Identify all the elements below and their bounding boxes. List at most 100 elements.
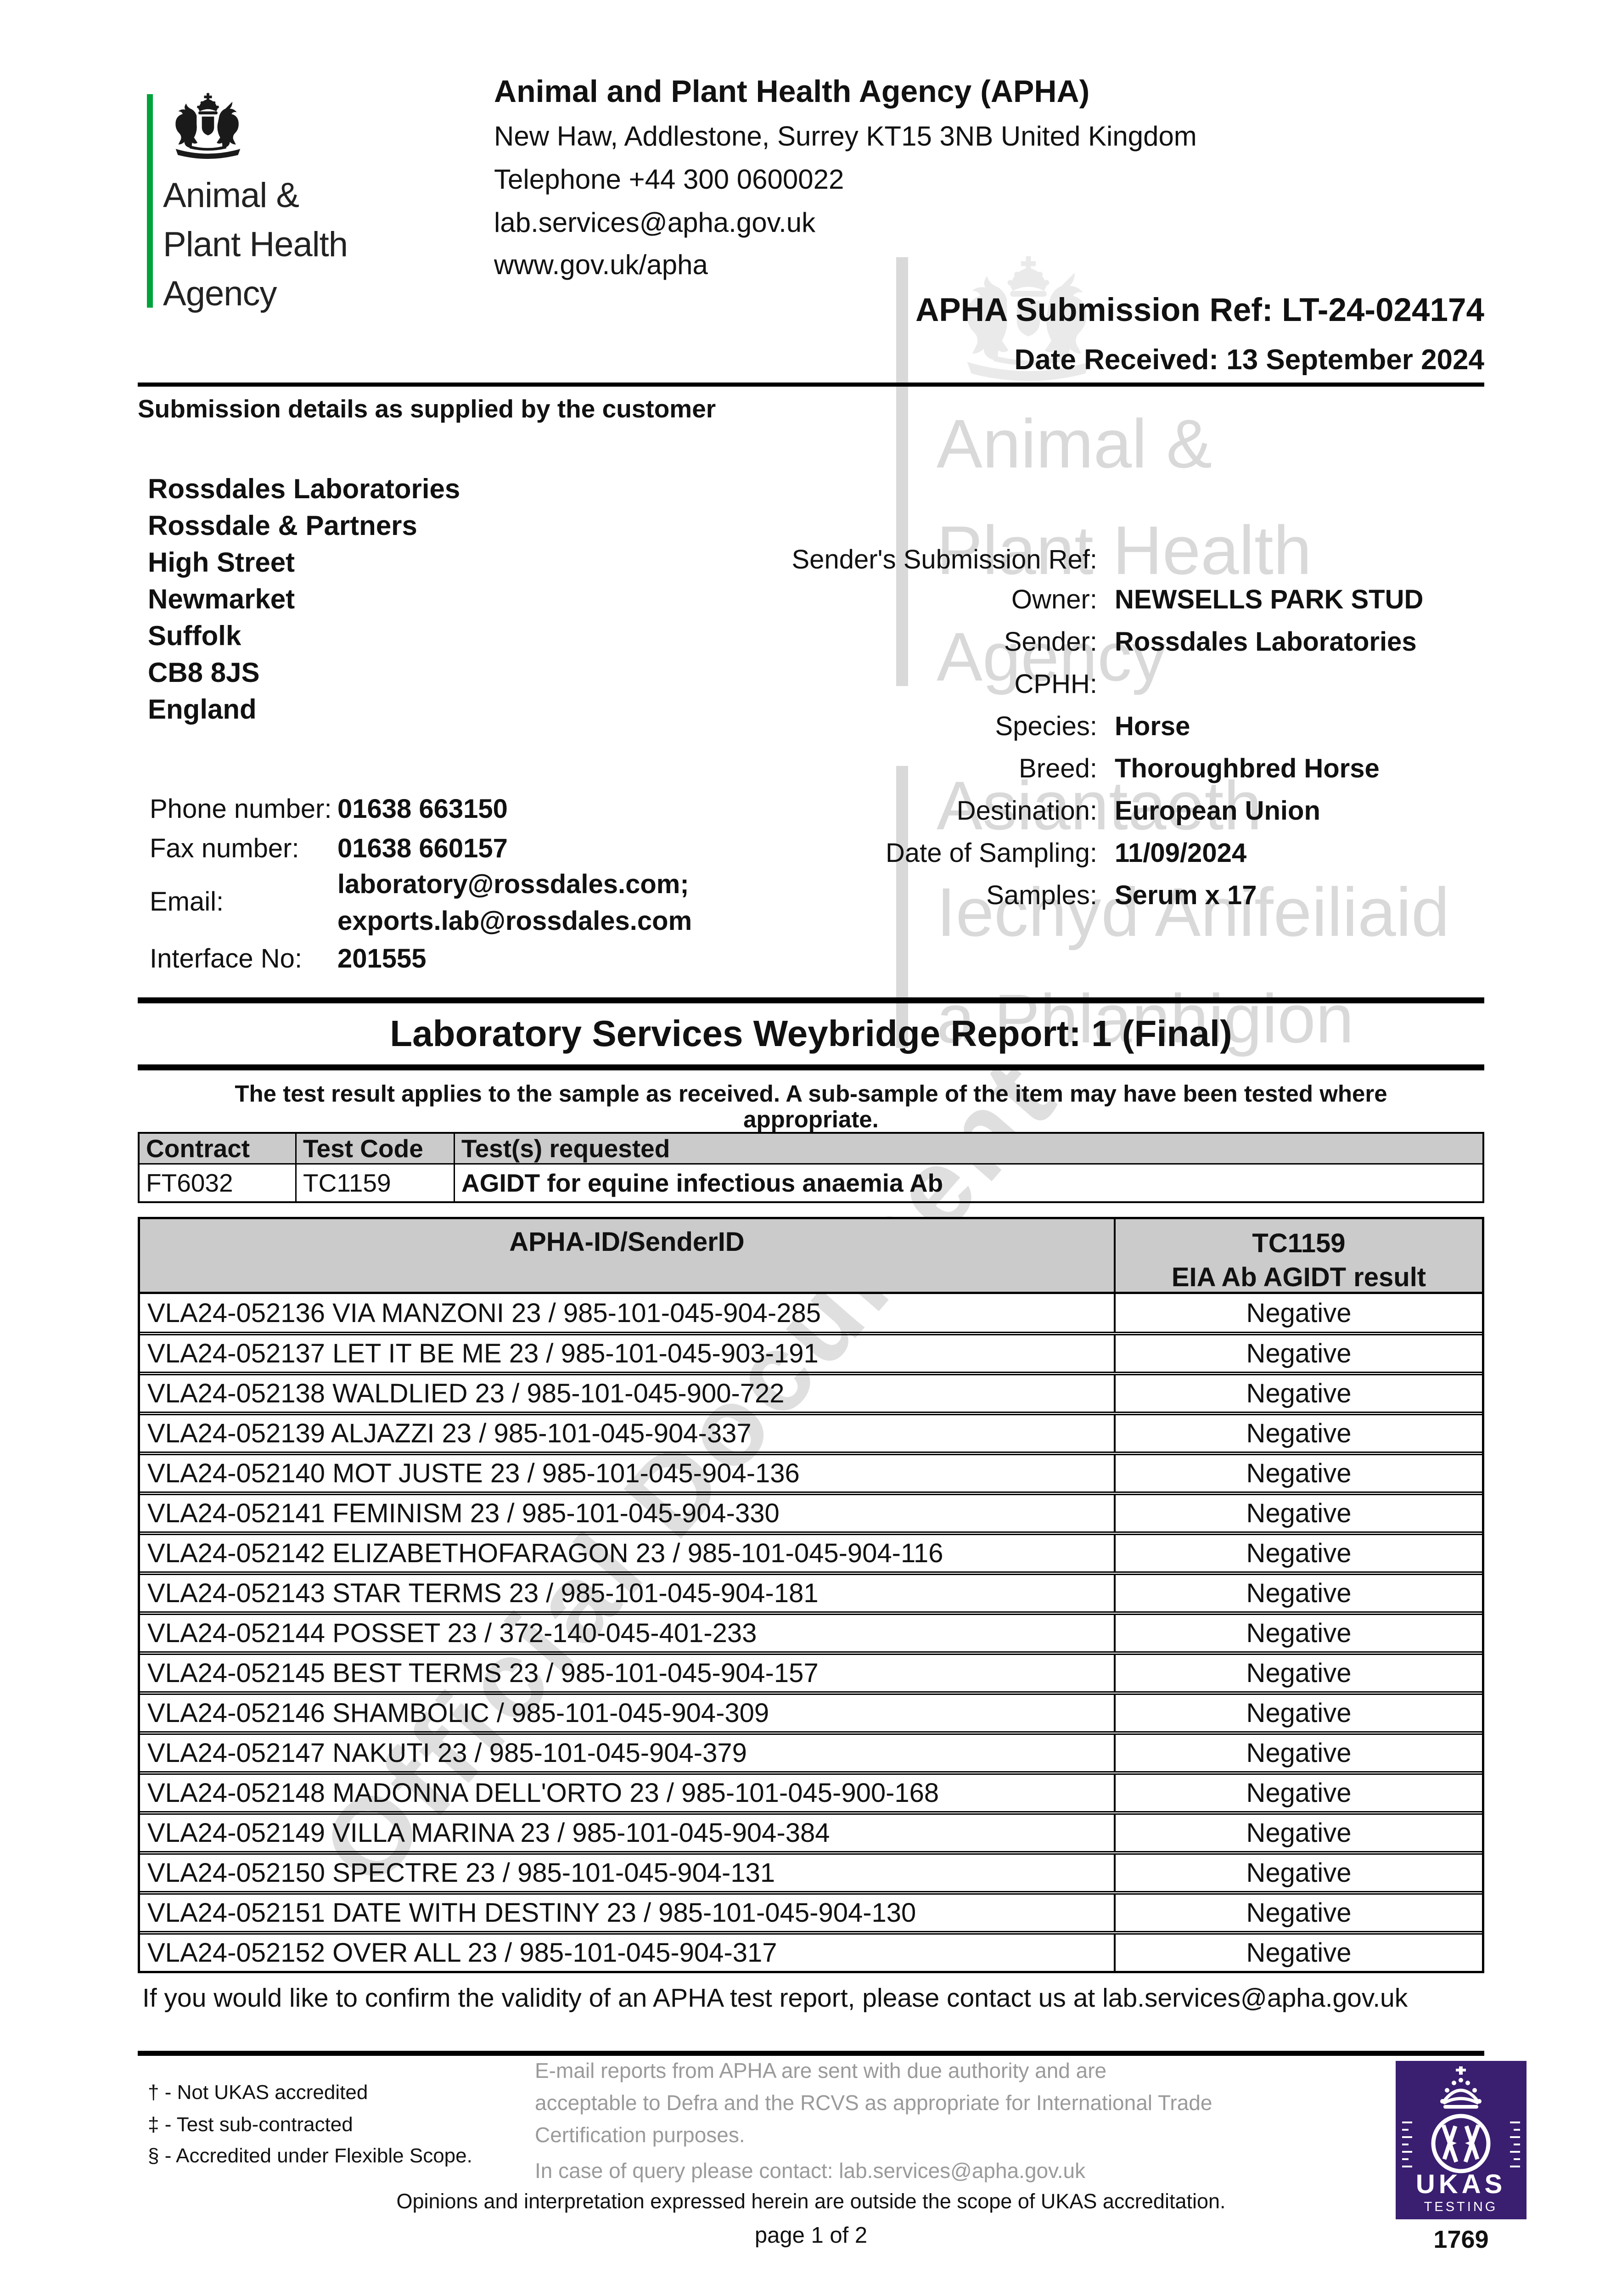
divider [138, 997, 1484, 1003]
sample-id-cell: VLA24-052137 LET IT BE ME 23 / 985-101-0… [147, 1339, 819, 1368]
logo-line-1: Animal & [163, 176, 299, 215]
apha-logo-green-bar [147, 94, 153, 308]
agency-website: www.gov.uk/apha [494, 249, 708, 280]
logo-line-3: Agency [163, 274, 277, 313]
sampling-date-value: 11/09/2024 [1115, 838, 1247, 868]
table-row: VLA24-052140 MOT JUSTE 23 / 985-101-045-… [140, 1452, 1482, 1491]
report-note-line2: appropriate. [743, 1106, 879, 1132]
table-row: VLA24-052137 LET IT BE ME 23 / 985-101-0… [140, 1332, 1482, 1372]
agency-telephone: Telephone +44 300 0600022 [494, 164, 844, 195]
sampling-date-label: Date of Sampling: [885, 838, 1097, 868]
results-table-header: APHA-ID/SenderID TC1159 EIA Ab AGIDT res… [140, 1219, 1482, 1292]
divider [138, 2051, 1484, 2056]
sample-id-cell: VLA24-052142 ELIZABETHOFARAGON 23 / 985-… [147, 1538, 943, 1568]
footnote-subcontracted: ‡ - Test sub-contracted [148, 2113, 353, 2136]
sample-id-cell: VLA24-052145 BEST TERMS 23 / 985-101-045… [147, 1658, 819, 1688]
table-row: VLA24-052136 VIA MANZONI 23 / 985-101-04… [140, 1292, 1482, 1332]
sample-id-cell: VLA24-052138 WALDLIED 23 / 985-101-045-9… [147, 1379, 785, 1408]
result-cell: Negative [1114, 1415, 1482, 1452]
test-code-header-cell: Test Code [297, 1134, 455, 1163]
footnote-flexible-scope: § - Accredited under Flexible Scope. [148, 2144, 472, 2167]
sample-id-cell: VLA24-052141 FEMINISM 23 / 985-101-045-9… [147, 1498, 780, 1528]
section-title: Submission details as supplied by the cu… [138, 394, 716, 423]
watermark-line: a Phlanhigion [937, 980, 1354, 1057]
interface-label: Interface No: [150, 944, 303, 974]
sample-id-cell: VLA24-052149 VILLA MARINA 23 / 985-101-0… [147, 1818, 830, 1848]
customer-address-line: Rossdale & Partners [148, 510, 417, 541]
table-row: VLA24-052149 VILLA MARINA 23 / 985-101-0… [140, 1811, 1482, 1851]
email-value-line1: laboratory@rossdales.com; [337, 869, 689, 899]
sample-id-cell: VLA24-052140 MOT JUSTE 23 / 985-101-045-… [147, 1458, 800, 1488]
test-code-cell: TC1159 [297, 1165, 455, 1201]
sample-id-cell: VLA24-052152 OVER ALL 23 / 985-101-045-9… [147, 1938, 777, 1968]
page-number: page 1 of 2 [754, 2223, 868, 2248]
ukas-wordmark: UKAS [1416, 2169, 1506, 2199]
table-row: VLA24-052151 DATE WITH DESTINY 23 / 985-… [140, 1891, 1482, 1931]
table-row: VLA24-052145 BEST TERMS 23 / 985-101-045… [140, 1651, 1482, 1691]
sample-id-cell: VLA24-052150 SPECTRE 23 / 985-101-045-90… [147, 1858, 775, 1888]
result-cell: Negative [1114, 1495, 1482, 1531]
result-cell: Negative [1114, 1575, 1482, 1611]
fax-value: 01638 660157 [337, 833, 508, 863]
agency-title: Animal and Plant Health Agency (APHA) [494, 74, 1090, 109]
validity-note: If you would like to confirm the validit… [142, 1983, 1408, 2013]
table-row: VLA24-052142 ELIZABETHOFARAGON 23 / 985-… [140, 1531, 1482, 1571]
senders-ref-label: Sender's Submission Ref: [791, 545, 1098, 574]
breed-label: Breed: [1019, 754, 1097, 783]
watermark-line: Animal & [937, 405, 1212, 482]
contract-table-row: FT6032 TC1159 AGIDT for equine infectiou… [140, 1163, 1482, 1201]
phone-value: 01638 663150 [337, 794, 508, 824]
result-cell: Negative [1114, 1294, 1482, 1332]
sample-id-cell: VLA24-052136 VIA MANZONI 23 / 985-101-04… [147, 1298, 821, 1328]
result-cell: Negative [1114, 1695, 1482, 1731]
table-row: VLA24-052147 NAKUTI 23 / 985-101-045-904… [140, 1731, 1482, 1771]
result-cell: Negative [1114, 1735, 1482, 1771]
divider [138, 1064, 1484, 1070]
ukas-type-label: TESTING [1424, 2200, 1498, 2214]
apha-logo-wordmark: Animal & Plant Health Agency [163, 171, 348, 318]
sample-id-cell: VLA24-052148 MADONNA DELL'ORTO 23 / 985-… [147, 1778, 939, 1808]
result-cell: Negative [1114, 1855, 1482, 1891]
cphh-label: CPHH: [1014, 669, 1097, 699]
table-row: VLA24-052144 POSSET 23 / 372-140-045-401… [140, 1611, 1482, 1651]
agency-address: New Haw, Addlestone, Surrey KT15 3NB Uni… [494, 121, 1197, 152]
sample-id-cell: VLA24-052147 NAKUTI 23 / 985-101-045-904… [147, 1738, 747, 1768]
table-row: VLA24-052150 SPECTRE 23 / 985-101-045-90… [140, 1851, 1482, 1891]
royal-crest-icon [175, 93, 241, 159]
ukas-scope-note: Opinions and interpretation expressed he… [396, 2189, 1226, 2213]
species-value: Horse [1115, 711, 1190, 741]
result-cell: Negative [1114, 1615, 1482, 1651]
customer-address-line: England [148, 694, 257, 725]
result-header-line1: TC1159 [1252, 1228, 1346, 1258]
result-cell: Negative [1114, 1935, 1482, 1971]
result-cell: Negative [1114, 1655, 1482, 1691]
results-table: APHA-ID/SenderID TC1159 EIA Ab AGIDT res… [138, 1217, 1484, 1973]
owner-value: NEWSELLS PARK STUD [1115, 585, 1424, 614]
id-header-cell: APHA-ID/SenderID [509, 1227, 745, 1257]
tests-requested-header-cell: Test(s) requested [461, 1134, 670, 1163]
watermark-line: Asiantaeth [937, 767, 1262, 844]
result-cell: Negative [1114, 1535, 1482, 1571]
contract-cell: FT6032 [140, 1165, 297, 1201]
email-authority-note-line2: acceptable to Defra and the RCVS as appr… [535, 2091, 1212, 2115]
email-authority-note-line1: E-mail reports from APHA are sent with d… [535, 2059, 1107, 2082]
query-contact-note: In case of query please contact: lab.ser… [535, 2159, 1086, 2183]
result-cell: Negative [1114, 1455, 1482, 1491]
sender-value: Rossdales Laboratories [1115, 627, 1417, 657]
ukas-crown-icon [1440, 2066, 1482, 2109]
submission-ref: APHA Submission Ref: LT-24-024174 [915, 292, 1484, 328]
table-row: VLA24-052152 OVER ALL 23 / 985-101-045-9… [140, 1931, 1482, 1971]
customer-address-line: Newmarket [148, 584, 295, 614]
sender-label: Sender: [1004, 627, 1097, 657]
result-cell: Negative [1114, 1895, 1482, 1931]
contract-table: Contract Test Code Test(s) requested FT6… [138, 1132, 1484, 1203]
report-note-line1: The test result applies to the sample as… [235, 1080, 1387, 1107]
contract-table-header: Contract Test Code Test(s) requested [140, 1134, 1482, 1163]
result-cell: Negative [1114, 1335, 1482, 1372]
royal-crest-watermark [967, 256, 1090, 381]
samples-value: Serum x 17 [1115, 880, 1257, 910]
sample-id-cell: VLA24-052151 DATE WITH DESTINY 23 / 985-… [147, 1898, 916, 1928]
samples-label: Samples: [986, 880, 1097, 910]
table-row: VLA24-052141 FEMINISM 23 / 985-101-045-9… [140, 1491, 1482, 1531]
